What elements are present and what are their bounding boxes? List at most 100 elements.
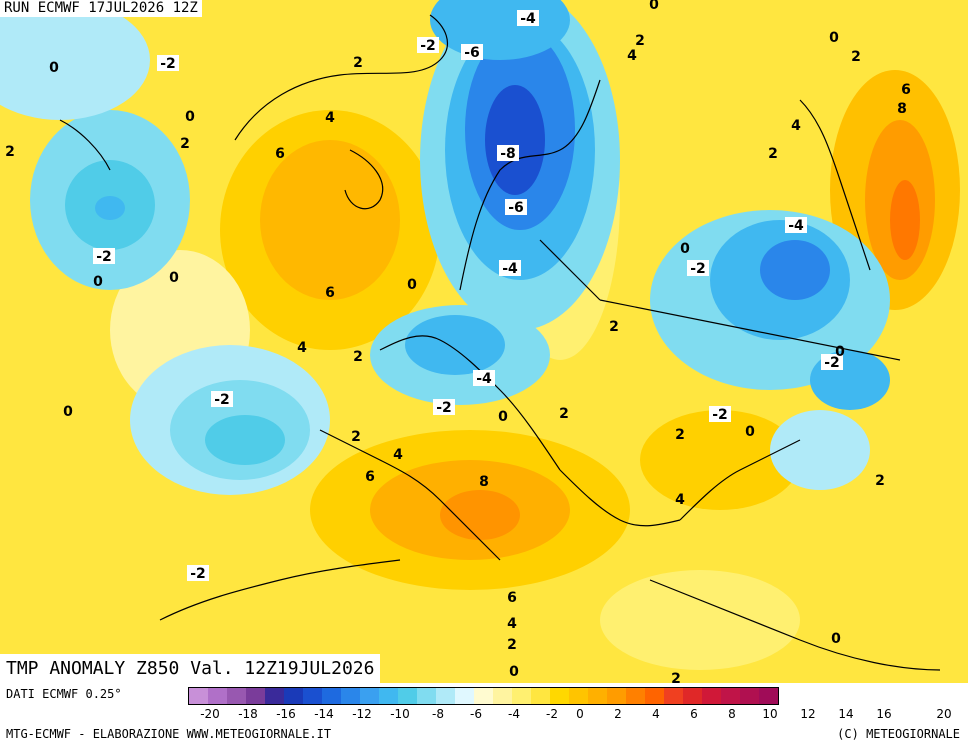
- contour-label: 4: [393, 447, 403, 463]
- legend-tick: -4: [508, 707, 520, 721]
- legend-swatch: [531, 688, 550, 704]
- legend-swatch: [417, 688, 436, 704]
- contour-label: -8: [500, 146, 516, 162]
- legend-swatch: [284, 688, 303, 704]
- contour-label: -2: [436, 400, 452, 416]
- legend-swatch: [683, 688, 702, 704]
- contour-label-bg: [497, 145, 519, 161]
- legend-swatch: [664, 688, 683, 704]
- contour-label: 8: [479, 474, 489, 490]
- contour-label: -2: [190, 566, 206, 582]
- legend-tick: 14: [838, 707, 854, 721]
- temperature-anomaly-map[interactable]: -40-2 -60 242-200268422426-8-6-4-40-20-206…: [0, 0, 968, 683]
- legend-tick: 0: [576, 707, 584, 721]
- coastlines: [59, 14, 941, 671]
- contour-label: 0: [509, 664, 519, 680]
- contour-label-bg: [785, 217, 807, 233]
- contour-label: 4: [627, 48, 637, 64]
- legend-tick: -8: [432, 707, 444, 721]
- contour-label: -6: [508, 200, 524, 216]
- contour-label: -2: [420, 38, 436, 54]
- legend-swatch: [474, 688, 493, 704]
- color-legend: -20 -18 -16 -14 -12 -10 -8 -6 -4 -2 0 2 4 6 8 10 12 14 16 2…: [188, 687, 968, 727]
- legend-swatch: [740, 688, 759, 704]
- legend-swatch: [360, 688, 379, 704]
- contour-label-bg: [211, 391, 233, 407]
- contour-label: 8: [897, 101, 907, 117]
- contour-label: 2: [875, 473, 885, 489]
- contour-label: 0: [649, 0, 659, 13]
- legend-tick: -18: [238, 707, 258, 721]
- legend-swatch: [569, 688, 588, 704]
- contour-label: 6: [275, 146, 285, 162]
- contour-label: -2: [160, 56, 176, 72]
- contour-label: 6: [901, 82, 911, 98]
- legend-swatch: [721, 688, 740, 704]
- legend-tick: -20: [200, 707, 220, 721]
- map-title: TMP ANOMALY Z850 Val. 12Z19JUL2026: [0, 654, 381, 683]
- contour-label: 0: [185, 109, 195, 125]
- legend-tick: -14: [314, 707, 334, 721]
- legend-tick: 12: [800, 707, 816, 721]
- contour-label: 0: [680, 241, 690, 257]
- legend-tick: -12: [352, 707, 372, 721]
- contour-label-bg: [821, 354, 843, 370]
- contour-label: 2: [851, 49, 861, 65]
- legend-swatch: [436, 688, 455, 704]
- legend-tick: 10: [762, 707, 778, 721]
- contour-label: 4: [791, 118, 801, 134]
- contour-label-bg: [517, 10, 539, 26]
- legend-swatch: [189, 688, 208, 704]
- contour-label-bg: [93, 248, 115, 264]
- legend-tick: 2: [614, 707, 622, 721]
- contour-label: 0: [49, 60, 59, 76]
- contour-label: 2: [559, 406, 569, 422]
- contour-label-bg: [505, 199, 527, 215]
- credit-copyright: (C) METEOGIORNALE: [837, 727, 960, 741]
- legend-swatch: [455, 688, 474, 704]
- legend-tick: 4: [652, 707, 660, 721]
- contour-label: -2: [214, 392, 230, 408]
- contour-label: 4: [507, 616, 517, 632]
- contour-label: 2: [671, 671, 681, 683]
- legend-swatch: [645, 688, 664, 704]
- legend-swatch: [626, 688, 645, 704]
- contour-label: 0: [835, 344, 845, 360]
- contour-label: 6: [365, 469, 375, 485]
- legend-swatch: [607, 688, 626, 704]
- contour-label: -2: [824, 355, 840, 371]
- contour-label: 2: [353, 55, 363, 71]
- legend-swatch: [227, 688, 246, 704]
- contour-label: -4: [520, 11, 536, 27]
- legend-swatch: [588, 688, 607, 704]
- legend-tick: -2: [546, 707, 558, 721]
- anomaly-field: [0, 0, 960, 670]
- contour-label: 2: [180, 136, 190, 152]
- contour-label: 4: [297, 340, 307, 356]
- contour-label: -2: [96, 249, 112, 265]
- legend-swatch: [379, 688, 398, 704]
- legend-swatch: [702, 688, 721, 704]
- legend-tick: -10: [390, 707, 410, 721]
- legend-swatch: [550, 688, 569, 704]
- footer: DATI ECMWF 0.25° -20 -18 -16 -14 -12 -10 -8 -6-…: [0, 683, 968, 745]
- legend-swatch: [303, 688, 322, 704]
- legend-swatch: [493, 688, 512, 704]
- legend-swatch: [246, 688, 265, 704]
- contour-label-bg: [157, 55, 179, 71]
- contour-label: 2: [675, 427, 685, 443]
- contour-label: 0: [93, 274, 103, 290]
- legend-tick: 20: [936, 707, 952, 721]
- contour-label-bg: [709, 406, 731, 422]
- contour-label: 6: [325, 285, 335, 301]
- contour-label: -4: [502, 261, 518, 277]
- contour-label: 6: [507, 590, 517, 606]
- legend-tick: 6: [690, 707, 698, 721]
- contour-labels: -40-2 -60 242-200268422426-8-6-4-40-20-206…: [5, 0, 911, 683]
- contour-label: 2: [609, 319, 619, 335]
- contour-label: 0: [745, 424, 755, 440]
- legend-tick-labels: -20 -18 -16 -14 -12 -10 -8 -6 -4 -2 0 2 4 6 8 10 12 14 16 2…: [188, 707, 968, 725]
- contour-label: -4: [788, 218, 804, 234]
- contour-label: 4: [325, 110, 335, 126]
